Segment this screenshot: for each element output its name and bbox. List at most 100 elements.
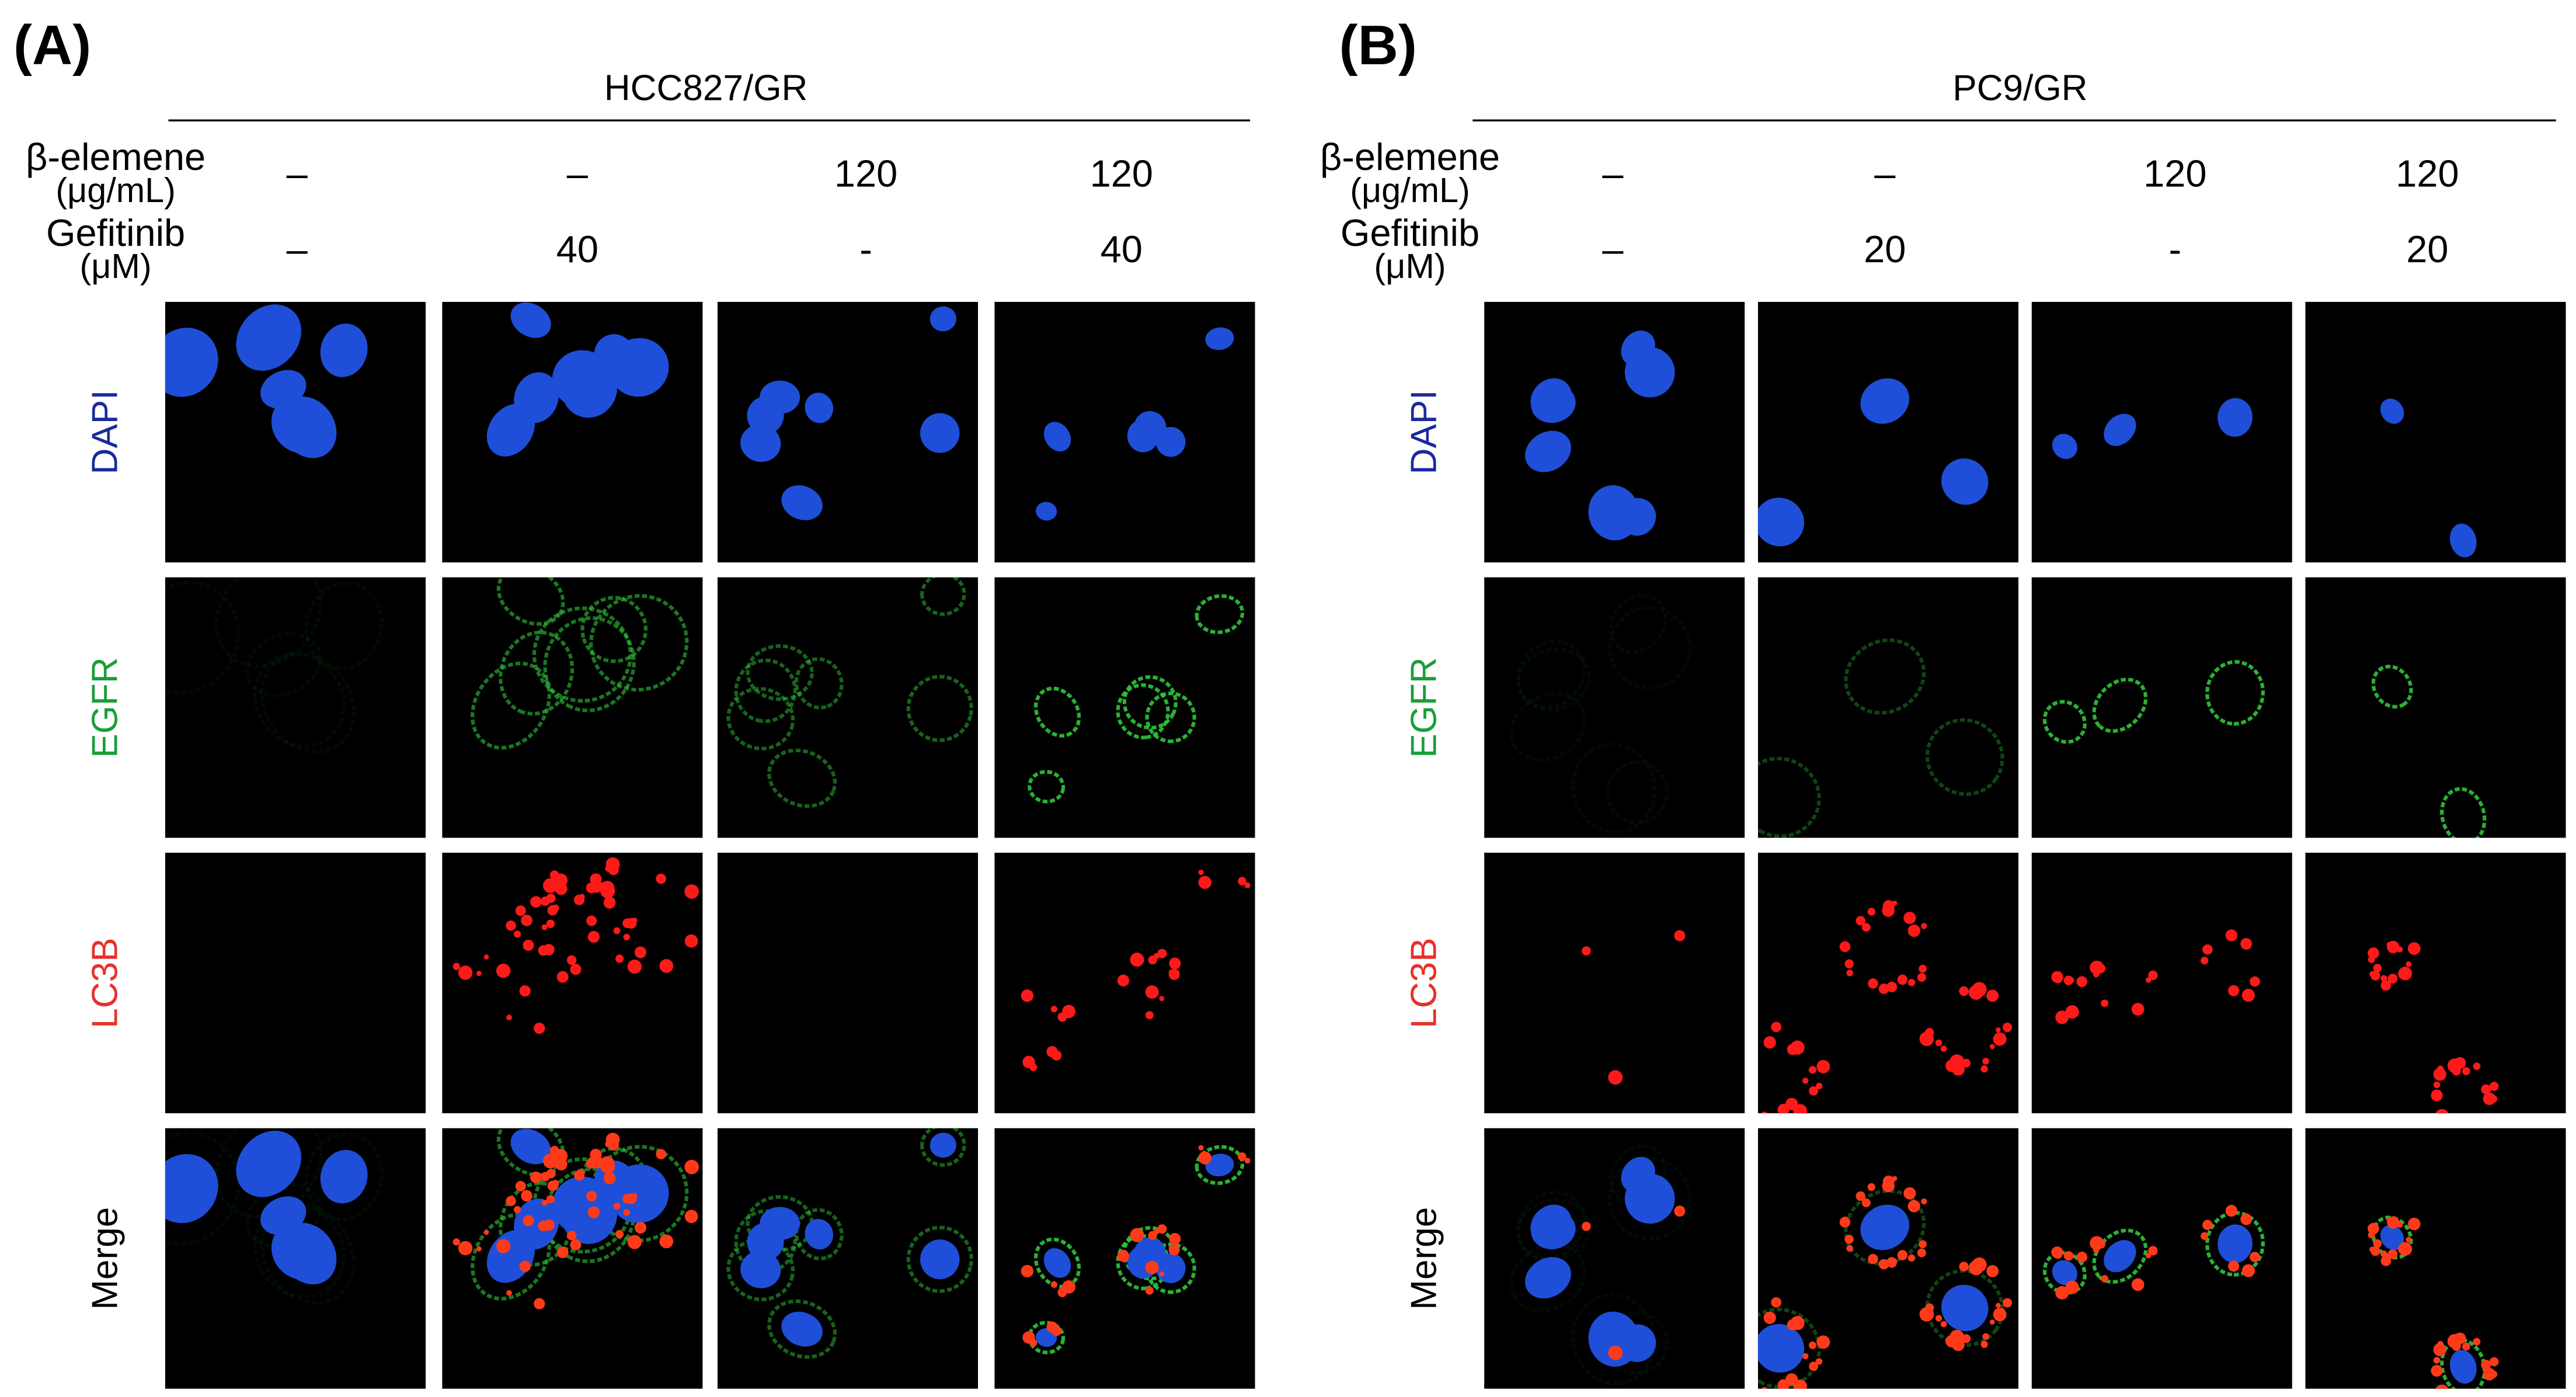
lc3b-puncta [476, 971, 482, 976]
nucleus [510, 302, 551, 338]
egfr-signal [726, 1238, 795, 1302]
lc3b-puncta [590, 873, 602, 885]
egfr-signal [214, 577, 323, 668]
lc3b-puncta [1169, 1233, 1181, 1245]
lc3b-puncta [2481, 1084, 2491, 1094]
micrograph [2031, 301, 2292, 563]
nucleus [781, 1311, 823, 1347]
lc3b-puncta [659, 959, 674, 973]
nucleus [2052, 433, 2077, 459]
nucleus [747, 396, 784, 435]
lc3b-puncta [605, 866, 611, 872]
lc3b-puncta [2051, 971, 2063, 983]
lc3b-puncta [2373, 1239, 2382, 1248]
egfr-signal [580, 596, 648, 663]
lc3b-puncta [2240, 1213, 2253, 1225]
lc3b-puncta [2003, 1022, 2013, 1033]
lc3b-puncta [622, 1194, 632, 1204]
nucleus [1043, 422, 1071, 451]
lc3b-puncta [2096, 964, 2106, 974]
lc3b-puncta [2489, 1082, 2499, 1091]
lc3b-puncta [1168, 969, 1174, 975]
lc3b-puncta [534, 1298, 545, 1309]
egfr-signal [2042, 700, 2087, 744]
egfr-signal [1509, 1243, 1587, 1313]
egfr-signal [1925, 1269, 2004, 1347]
lc3b-puncta [1145, 985, 1159, 999]
lc3b-puncta [586, 882, 597, 894]
nucleus [514, 372, 559, 423]
lc3b-puncta [2380, 980, 2391, 991]
lc3b-puncta [2447, 1334, 2462, 1349]
lc3b-puncta [524, 1111, 538, 1125]
lc3b-puncta [1989, 1044, 1995, 1050]
nucleus [2104, 1240, 2136, 1273]
lc3b-puncta [1897, 1250, 1908, 1260]
lc3b-puncta [623, 933, 630, 941]
nucleus [236, 1131, 301, 1197]
lc3b-puncta [1935, 1039, 1943, 1047]
lc3b-puncta [1867, 1183, 1875, 1191]
lc3b-puncta [1861, 1198, 1871, 1207]
treatment-unit: (μg/mL) [1350, 171, 1470, 210]
lc3b-puncta [1886, 1257, 1898, 1268]
egfr-signal [1516, 640, 1586, 710]
lc3b-puncta [546, 1195, 555, 1204]
lc3b-puncta [546, 893, 556, 903]
lc3b-puncta [1145, 1011, 1154, 1020]
lc3b-puncta [2202, 944, 2213, 955]
lc3b-puncta [2093, 971, 2100, 978]
lc3b-puncta [2431, 1089, 2443, 1101]
egfr-signal [794, 657, 844, 710]
lc3b-puncta [554, 1149, 568, 1163]
lc3b-puncta [2065, 1005, 2079, 1019]
lc3b-puncta [2055, 1285, 2069, 1300]
lc3b-puncta [2398, 1242, 2413, 1256]
lc3b-puncta [2370, 1246, 2380, 1256]
egfr-signal [471, 1212, 551, 1301]
lc3b-puncta [2448, 1388, 2452, 1389]
lc3b-puncta [1145, 1260, 1159, 1274]
lc3b-puncta [1198, 1151, 1212, 1165]
lc3b-puncta [534, 1023, 545, 1034]
nucleus [1205, 1153, 1234, 1177]
lc3b-puncta [578, 898, 584, 904]
micrograph-bg [2305, 577, 2566, 838]
micrograph-bg [1484, 577, 1745, 838]
egfr-signal [1195, 1145, 1245, 1186]
lc3b-puncta [519, 985, 531, 997]
lc3b-puncta [1169, 957, 1181, 969]
nucleus [608, 1164, 669, 1224]
lc3b-puncta [1816, 1335, 1830, 1349]
lc3b-puncta [1808, 1066, 1817, 1074]
micrograph [442, 1111, 703, 1389]
lc3b-puncta [2131, 1003, 2145, 1016]
micrograph [1757, 577, 2019, 838]
nucleus [2218, 398, 2253, 437]
lc3b-puncta [1745, 1375, 1757, 1388]
lc3b-puncta [1921, 1198, 1927, 1205]
egfr-signal [734, 658, 797, 724]
micrograph-bg [717, 577, 979, 838]
lc3b-puncta [2490, 1370, 2498, 1378]
lc3b-puncta [1919, 1240, 1927, 1249]
lc3b-puncta [684, 884, 699, 899]
lc3b-puncta [452, 1238, 460, 1246]
lc3b-puncta [1763, 1036, 1776, 1049]
lc3b-puncta [2228, 985, 2240, 996]
lc3b-puncta [1907, 925, 1920, 937]
micrograph [1484, 301, 1745, 563]
lc3b-puncta [554, 873, 568, 888]
nucleus [1941, 1284, 1989, 1332]
treatment-unit: (μg/mL) [55, 171, 175, 210]
lc3b-puncta [1897, 974, 1908, 985]
lc3b-puncta [2398, 967, 2413, 981]
lc3b-puncta [2433, 1357, 2441, 1364]
lc3b-puncta [656, 873, 666, 884]
lc3b-puncta [1809, 1086, 1819, 1096]
lc3b-puncta [1982, 1333, 1989, 1340]
lc3b-puncta [1198, 869, 1204, 875]
lc3b-puncta [2473, 1337, 2481, 1346]
lc3b-puncta [1198, 1145, 1204, 1151]
micrograph [442, 853, 703, 1114]
